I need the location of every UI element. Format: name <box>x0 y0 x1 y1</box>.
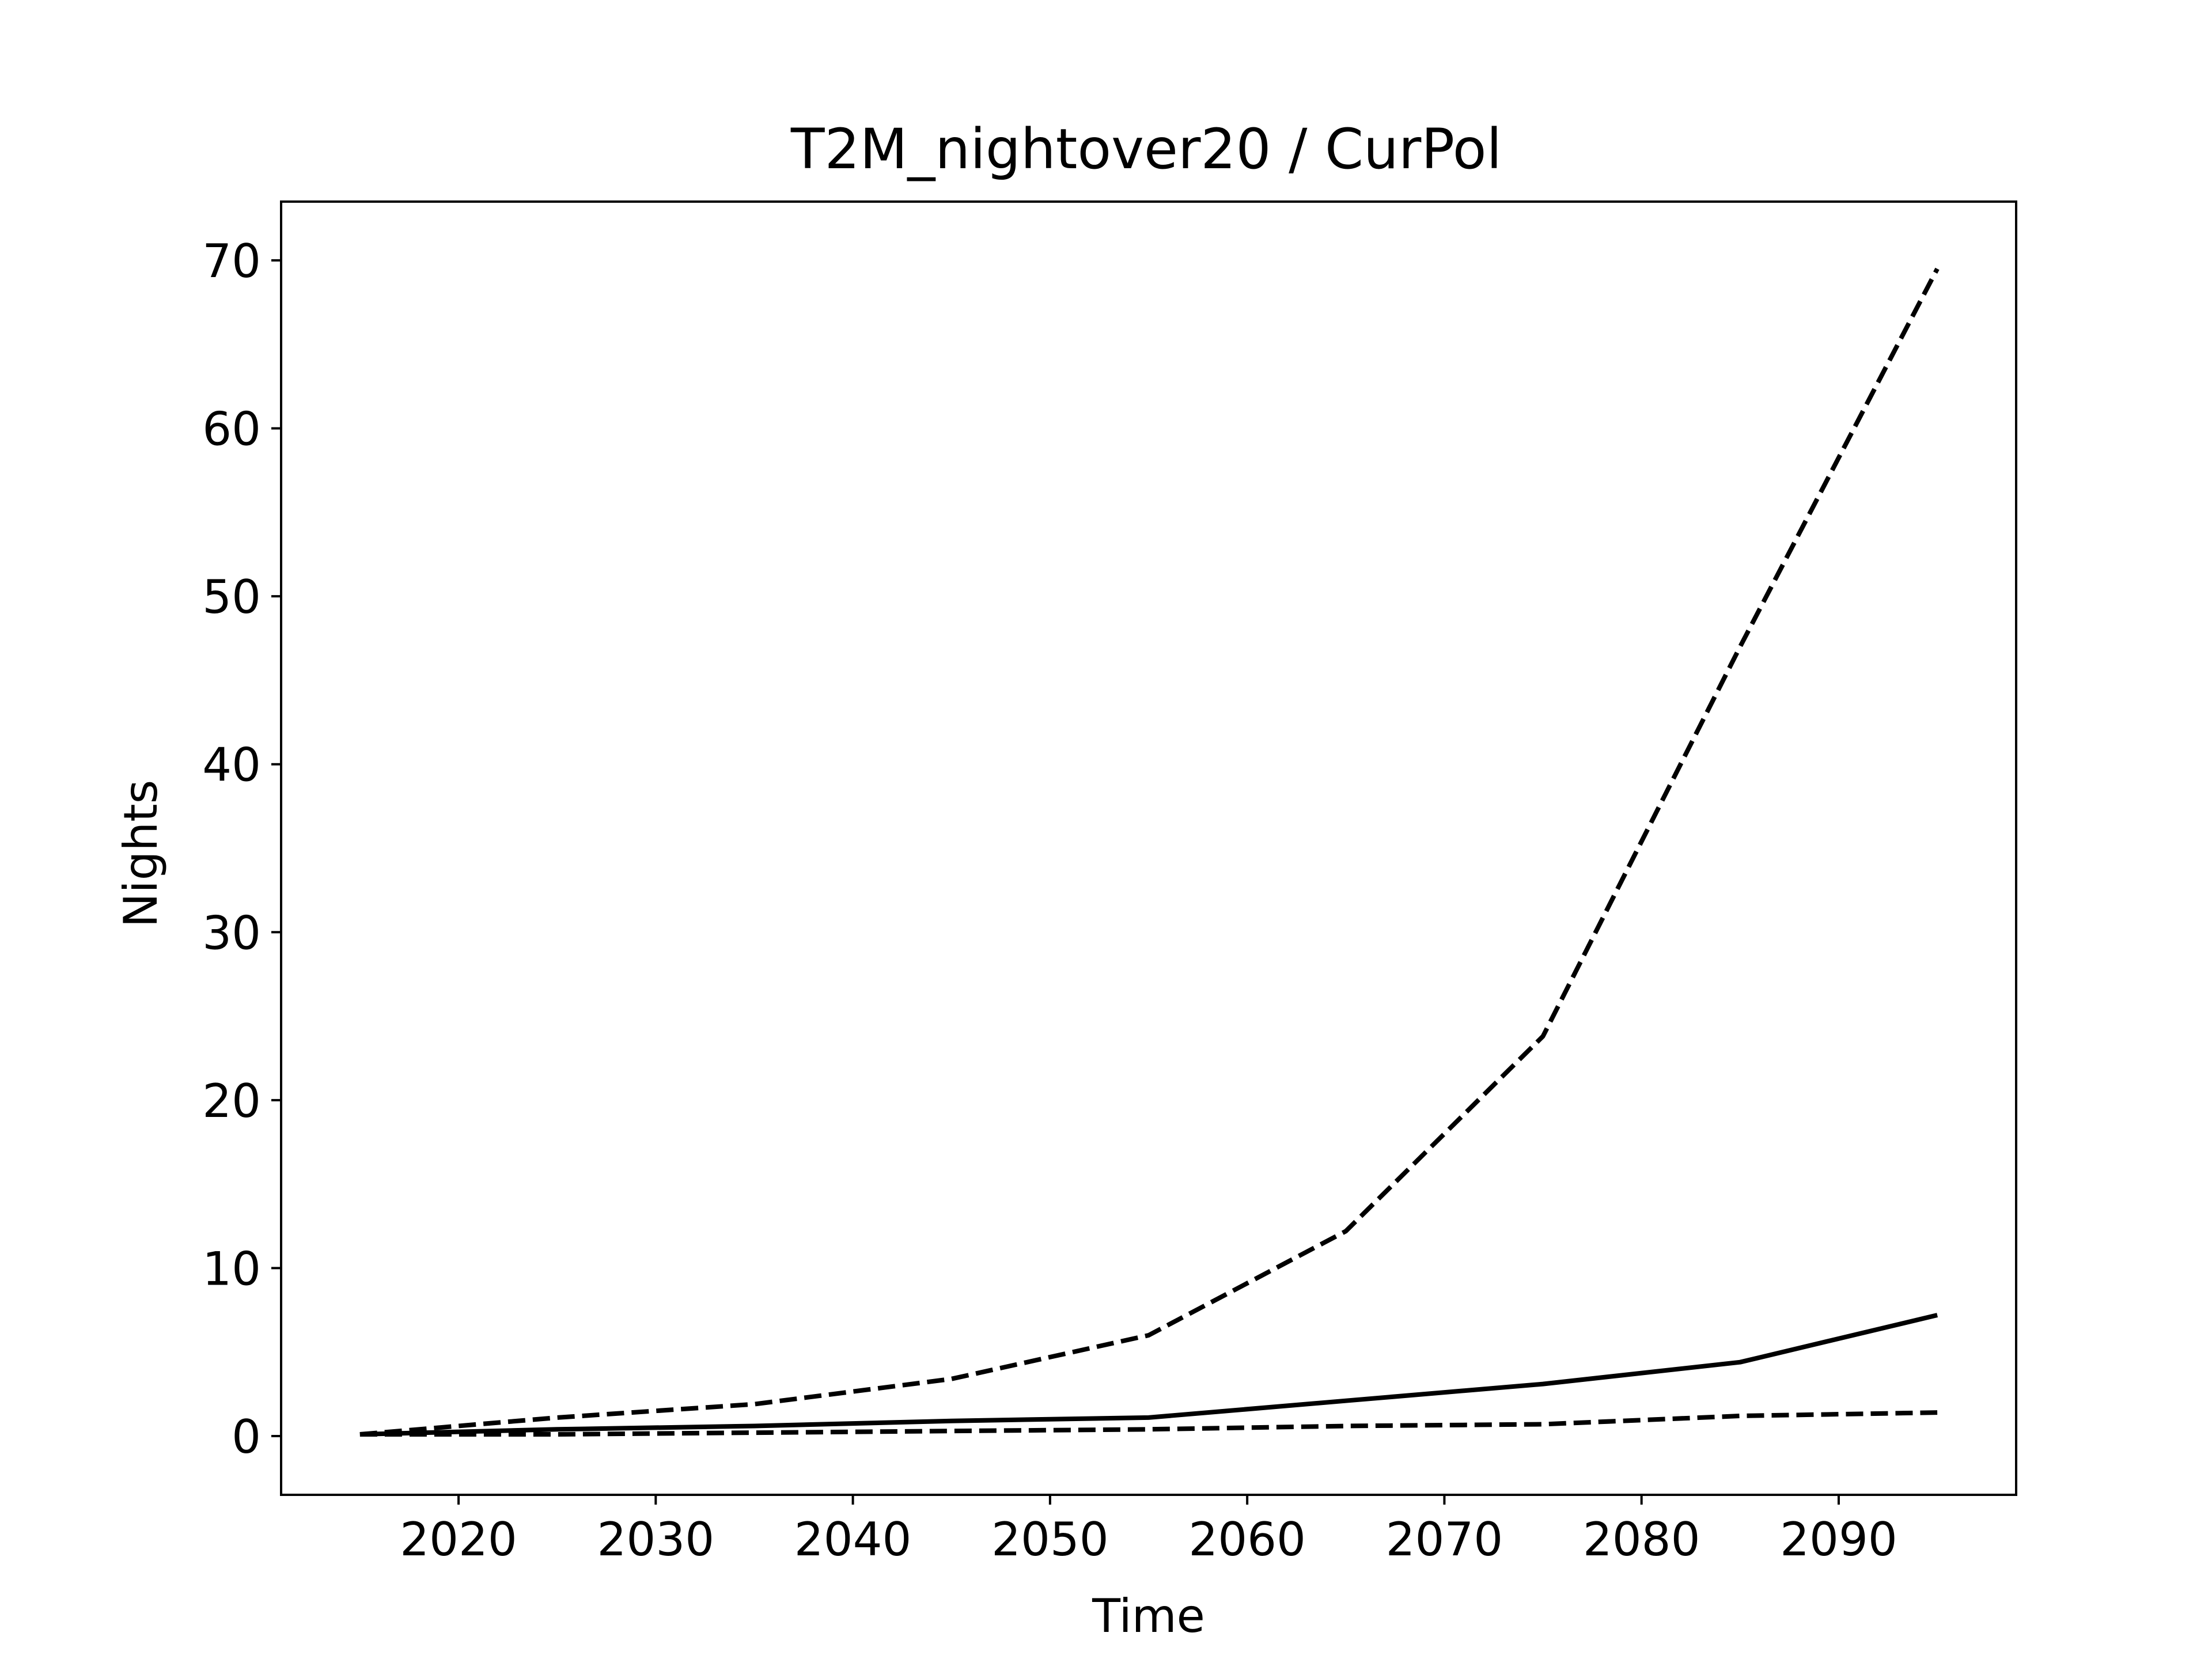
y-tick-label: 40 <box>202 738 261 792</box>
x-tick-label: 2020 <box>400 1513 517 1566</box>
plot-area-frame <box>280 200 2017 1496</box>
x-axis-label: Time <box>1092 1589 1205 1643</box>
series-line-1 <box>359 267 1940 1437</box>
x-tick-label: 2070 <box>1386 1513 1503 1566</box>
x-tick-label: 2060 <box>1188 1513 1306 1566</box>
y-tick-label: 0 <box>232 1410 261 1464</box>
x-tick-label: 2080 <box>1583 1513 1700 1566</box>
y-tick-label: 20 <box>202 1074 261 1128</box>
series-line-2 <box>359 1313 1938 1437</box>
x-tick-label: 2030 <box>597 1513 715 1566</box>
series-layer <box>359 267 1940 1437</box>
y-tick-label: 70 <box>202 234 261 288</box>
y-tick-label: 30 <box>202 906 261 960</box>
chart-title: T2M_nightover20 / CurPol <box>790 117 1502 181</box>
y-tick-label: 60 <box>202 403 261 456</box>
series-line-3 <box>359 1410 1938 1437</box>
y-axis-ticks: 0 10 20 30 40 50 60 70 <box>202 234 281 1464</box>
x-axis-ticks: 2020 2030 2040 2050 2060 2070 2080 2090 <box>400 1495 1897 1566</box>
x-tick-label: 2040 <box>794 1513 912 1566</box>
y-axis-label: Nights <box>114 780 168 928</box>
y-tick-label: 50 <box>202 570 261 624</box>
y-tick-label: 10 <box>202 1242 261 1296</box>
x-tick-label: 2090 <box>1780 1513 1897 1566</box>
x-tick-label: 2050 <box>991 1513 1109 1566</box>
